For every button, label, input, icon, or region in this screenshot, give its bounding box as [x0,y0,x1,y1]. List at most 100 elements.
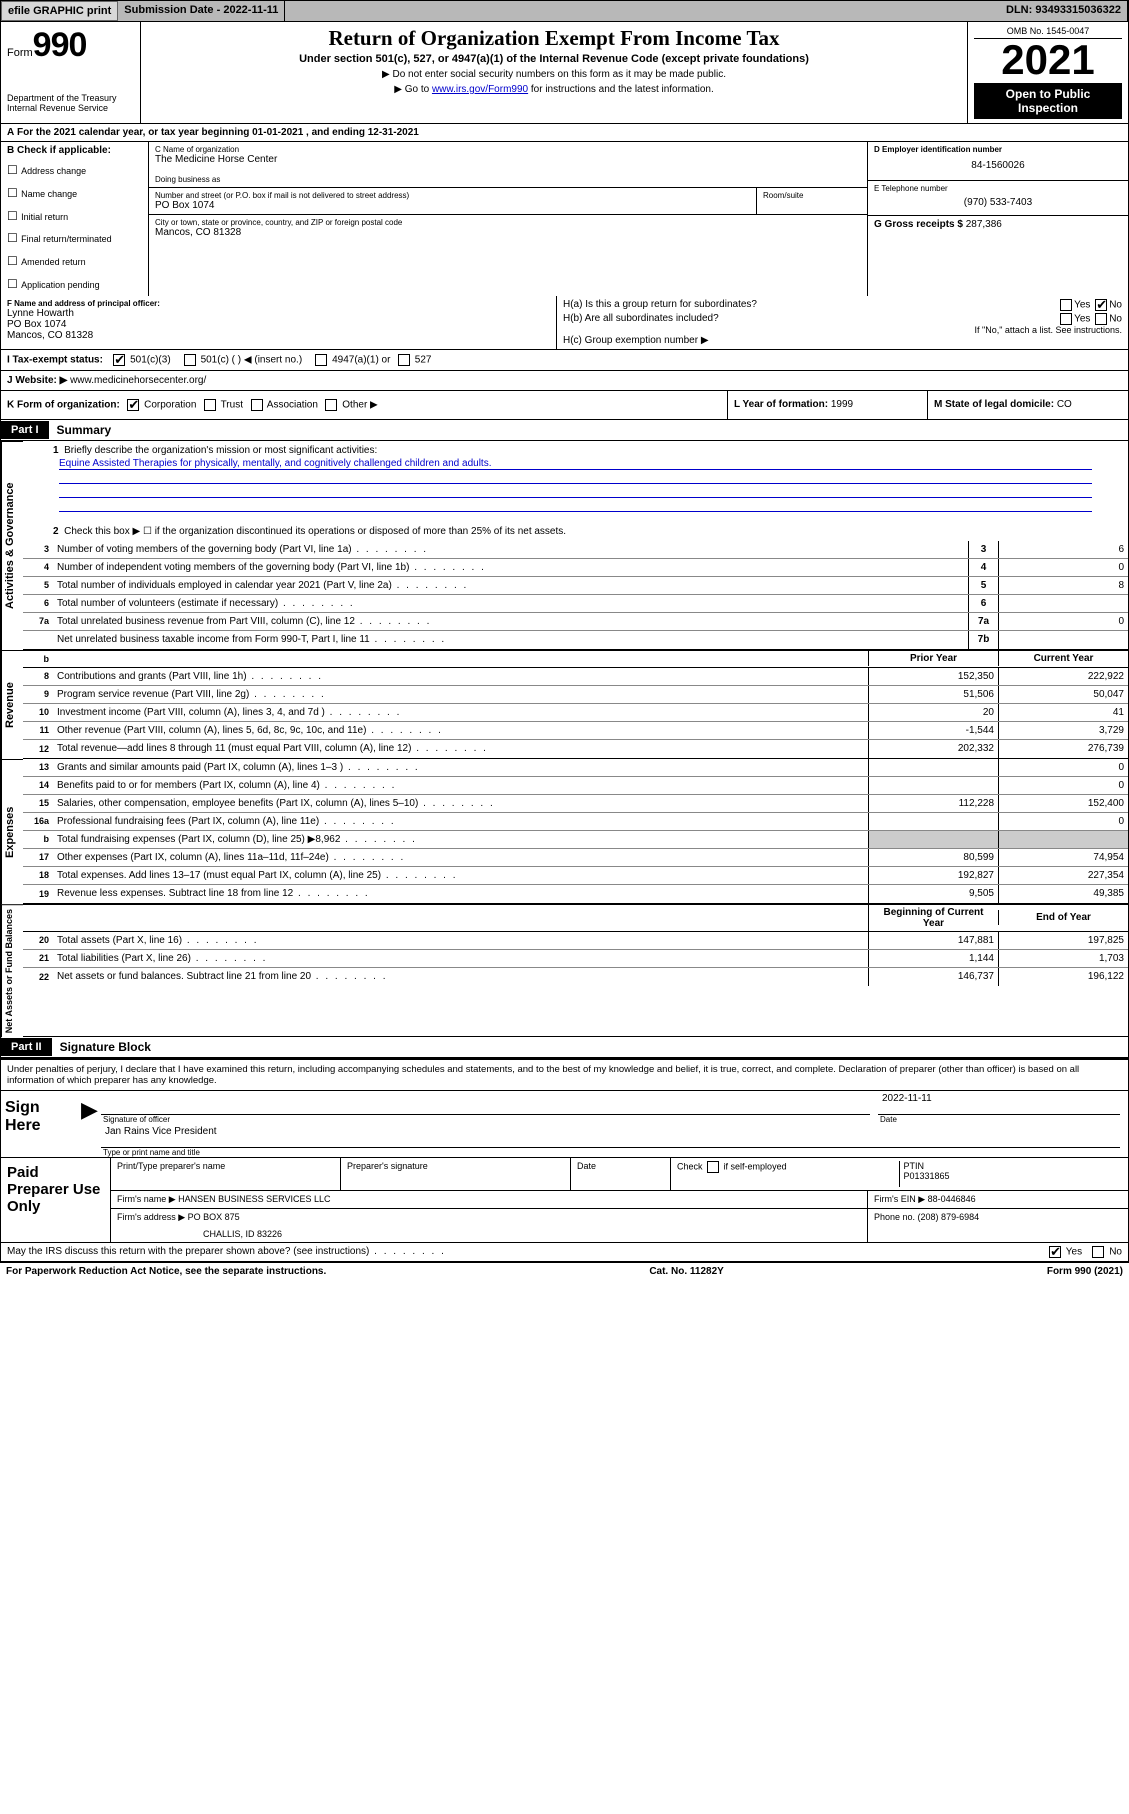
c-city-block: City or town, state or province, country… [149,215,867,241]
line-7a: 7aTotal unrelated business revenue from … [23,613,1128,631]
line-3: 3Number of voting members of the governi… [23,541,1128,559]
part1-title: Summary [49,420,120,440]
hb-no[interactable] [1095,313,1107,325]
sig-date-cell: 2022-11-11 Date [878,1091,1128,1124]
dln-val: 93493315036322 [1035,4,1121,16]
footer-row: For Paperwork Reduction Act Notice, see … [0,1262,1129,1280]
discuss-no[interactable] [1092,1246,1104,1258]
b-opt-pending[interactable]: Application pending [1,273,148,296]
part1-label: Part I [1,421,49,439]
row-klm: K Form of organization: Corporation Trus… [0,391,1129,420]
ha-no[interactable] [1095,299,1107,311]
form-subtitle: Under section 501(c), 527, or 4947(a)(1)… [147,53,961,65]
submission-date: Submission Date - 2022-11-11 [118,1,285,21]
dept-treasury: Department of the Treasury Internal Reve… [7,93,134,113]
pra-notice: For Paperwork Reduction Act Notice, see … [6,1266,326,1277]
k-other[interactable] [325,399,337,411]
b-opt-initial[interactable]: Initial return [1,205,148,228]
col-b: B Check if applicable: Address change Na… [1,142,149,296]
entity-header-grid: B Check if applicable: Address change Na… [0,142,1129,296]
i-4947[interactable] [315,354,327,366]
header-right: OMB No. 1545-0047 2021 Open to Public In… [968,22,1128,123]
k-corp[interactable] [127,399,139,411]
side-exp: Expenses [1,759,23,904]
line-16a: 16aProfessional fundraising fees (Part I… [23,813,1128,831]
self-emp-chk[interactable] [707,1161,719,1173]
k-form-org: K Form of organization: Corporation Trus… [1,391,728,419]
note-website: Go to www.irs.gov/Form990 for instructio… [147,84,961,95]
open-to-public: Open to Public Inspection [974,83,1122,119]
discuss-yes[interactable] [1049,1246,1061,1258]
col-c: C Name of organization The Medicine Hors… [149,142,868,296]
line-b: bTotal fundraising expenses (Part IX, co… [23,831,1128,849]
c-addr-block: Number and street (or P.O. box if mail i… [149,188,867,215]
header-title-block: Return of Organization Exempt From Incom… [141,22,968,123]
line-11: 11Other revenue (Part VIII, column (A), … [23,722,1128,740]
line-13: 13Grants and similar amounts paid (Part … [23,759,1128,777]
b-opt-name[interactable]: Name change [1,182,148,205]
line-20: 20Total assets (Part X, line 16)147,8811… [23,932,1128,950]
perjury-text: Under penalties of perjury, I declare th… [1,1060,1128,1090]
row-a-taxyear: A For the 2021 calendar year, or tax yea… [0,124,1129,142]
side-gov: Activities & Governance [1,441,23,650]
officer-name-cell: Jan Rains Vice President Type or print n… [101,1124,1128,1157]
m-state: M State of legal domicile: CO [928,391,1128,419]
f-officer: F Name and address of principal officer:… [1,296,557,349]
pycy-header: b Prior Year Current Year [23,650,1128,668]
side-na: Net Assets or Fund Balances [1,904,23,1037]
signature-section: Under penalties of perjury, I declare th… [0,1058,1129,1158]
prep-row1: Print/Type preparer's name Preparer's si… [111,1158,1128,1191]
hb-yes[interactable] [1060,313,1072,325]
row-j: J Website: ▶ www.medicinehorsecenter.org… [0,371,1129,391]
form-id-cell: Form990 Department of the Treasury Inter… [1,22,141,123]
note-ssn: Do not enter social security numbers on … [147,69,961,80]
cat-no: Cat. No. 11282Y [649,1266,723,1277]
line-9: 9Program service revenue (Part VIII, lin… [23,686,1128,704]
i-501c[interactable] [184,354,196,366]
d-ein: D Employer identification number 84-1560… [868,142,1128,181]
line-5: 5Total number of individuals employed in… [23,577,1128,595]
line-18: 18Total expenses. Add lines 13–17 (must … [23,867,1128,885]
k-trust[interactable] [204,399,216,411]
i-501c3[interactable] [113,354,125,366]
form-ref: Form 990 (2021) [1047,1266,1123,1277]
part1-header: Part I Summary [0,420,1129,441]
b-opt-amended[interactable]: Amended return [1,250,148,273]
part2-title: Signature Block [52,1037,159,1057]
b-opt-address[interactable]: Address change [1,159,148,182]
line-17: 17Other expenses (Part IX, column (A), l… [23,849,1128,867]
line-10: 10Investment income (Part VIII, column (… [23,704,1128,722]
k-assoc[interactable] [251,399,263,411]
sec-netassets: Net Assets or Fund Balances Beginning of… [0,904,1129,1037]
officer-sig-cell: Signature of officer [101,1091,878,1124]
irs-link[interactable]: www.irs.gov/Form990 [432,84,528,95]
sign-here-label: Sign Here [1,1091,81,1157]
l-year: L Year of formation: 1999 [728,391,928,419]
line-6: 6Total number of volunteers (estimate if… [23,595,1128,613]
discuss-row: May the IRS discuss this return with the… [0,1243,1129,1262]
line-19: 19Revenue less expenses. Subtract line 1… [23,885,1128,903]
form-number: 990 [33,26,87,64]
preparer-label: Paid Preparer Use Only [1,1158,111,1242]
ha-yes[interactable] [1060,299,1072,311]
line-4: 4Number of independent voting members of… [23,559,1128,577]
b-label: B Check if applicable: [1,142,148,159]
topbar: efile GRAPHIC print Submission Date - 20… [0,0,1129,22]
i-527[interactable] [398,354,410,366]
line-15: 15Salaries, other compensation, employee… [23,795,1128,813]
e-phone: E Telephone number (970) 533-7403 [868,181,1128,216]
sec-governance: Activities & Governance 1 Briefly descri… [0,441,1129,650]
c-name-block: C Name of organization The Medicine Hors… [149,142,867,188]
preparer-section: Paid Preparer Use Only Print/Type prepar… [0,1158,1129,1243]
efile-print-btn[interactable]: efile GRAPHIC print [1,1,118,21]
line-8: 8Contributions and grants (Part VIII, li… [23,668,1128,686]
line-14: 14Benefits paid to or for members (Part … [23,777,1128,795]
prep-row2: Firm's name ▶ HANSEN BUSINESS SERVICES L… [111,1191,1128,1209]
org-name: The Medicine Horse Center [155,154,861,165]
row-f-h: F Name and address of principal officer:… [0,296,1129,350]
dln-label: DLN: [1006,4,1035,16]
side-rev: Revenue [1,650,23,759]
b-opt-final[interactable]: Final return/terminated [1,227,148,250]
form-word: Form [7,47,33,59]
na-header: Beginning of Current Year End of Year [23,904,1128,932]
